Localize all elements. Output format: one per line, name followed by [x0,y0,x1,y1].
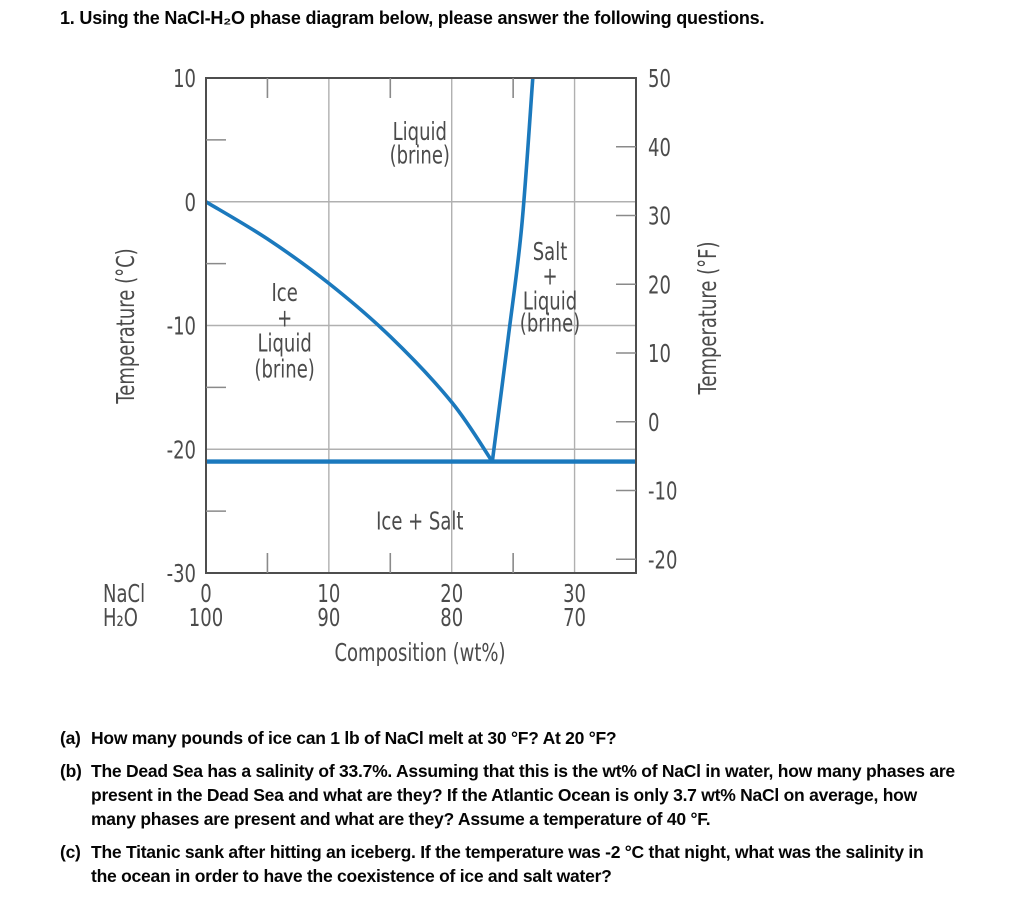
x-axis-nacl-value: 10 [317,579,340,608]
question-a-label: (a) [60,728,81,748]
region-label-salt-liquid-brine: Liquid [523,286,577,315]
y-axis-celsius-tick-label: 0 [185,188,197,217]
y-axis-celsius-tick-label: 10 [173,64,196,93]
region-label-ice-liquid-brine: Ice [271,278,297,307]
region-label-ice-liquid-brine: Liquid [257,328,311,357]
x-axis-h2o-value: 90 [317,603,340,632]
y-axis-left-title: Temperature (°C) [111,248,140,404]
question-c-text: The Titanic sank after hitting an iceber… [91,842,924,886]
x-axis-title: Composition (wt%) [334,638,505,667]
y-axis-fahrenheit-tick-label: 0 [648,408,660,437]
question-list: (a) How many pounds of ice can 1 lb of N… [60,726,1020,897]
series-ice-liquidus [205,200,494,463]
question-b-label: (b) [60,761,82,781]
y-axis-fahrenheit-tick-label: 30 [648,202,671,231]
question-a: (a) How many pounds of ice can 1 lb of N… [60,726,1020,750]
x-axis-nacl-value: 30 [563,579,586,608]
y-axis-fahrenheit-tick-label: 50 [648,64,671,93]
y-axis-fahrenheit-tick-label: 20 [648,270,671,299]
x-axis-nacl-value: 0 [200,579,212,608]
x-axis-h2o-value: 80 [440,603,463,632]
y-axis-celsius-tick-label: -20 [167,435,196,464]
x-axis-h2o-value: 100 [189,603,223,632]
question-b: (b) The Dead Sea has a salinity of 33.7%… [60,759,1020,831]
question-c: (c) The Titanic sank after hitting an ic… [60,840,1020,888]
y-axis-celsius-tick-label: -30 [167,559,196,588]
region-label-salt-liquid-brine: Salt [533,237,568,266]
y-axis-celsius-tick-label: -10 [167,312,196,341]
x-axis-row-header-nacl: NaCl [103,579,145,608]
x-axis-h2o-value: 70 [563,603,586,632]
region-label-ice-salt: Ice + Salt [376,507,463,536]
y-axis-right-title: Temperature (°F) [693,241,722,395]
region-label-salt-liquid-brine: + [542,262,557,291]
region-label-ice-liquid-brine: (brine) [254,354,314,383]
series-salt-solubility-line [490,77,535,462]
y-axis-fahrenheit-tick-label: 10 [648,339,671,368]
question-c-label: (c) [60,842,81,862]
region-label-liquid-brine: Liquid [393,117,447,146]
x-axis-nacl-value: 20 [440,579,463,608]
question-a-text: How many pounds of ice can 1 lb of NaCl … [91,728,617,748]
y-axis-fahrenheit-tick-label: -20 [648,545,677,574]
problem-title: 1. Using the NaCl-H₂O phase diagram belo… [60,8,765,28]
region-label-liquid-brine: (brine) [390,140,450,169]
region-label-salt-liquid-brine: (brine) [520,309,580,338]
phase-diagram-figure: 100-10-20-3050403020100-10-2001001090208… [103,64,722,667]
x-axis-row-header-h2o: H₂O [103,603,138,632]
y-axis-fahrenheit-tick-label: 40 [648,133,671,162]
plot-border [205,77,637,574]
question-b-text: The Dead Sea has a salinity of 33.7%. As… [91,761,955,829]
region-label-ice-liquid-brine: + [277,304,292,333]
y-axis-fahrenheit-tick-label: -10 [648,477,677,506]
